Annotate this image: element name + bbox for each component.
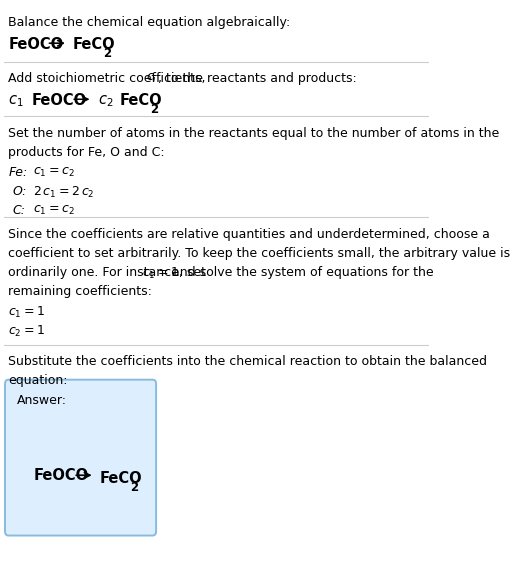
Text: $c_1 = 1$: $c_1 = 1$ [142,266,179,281]
Text: , to the reactants and products:: , to the reactants and products: [158,73,357,86]
Text: coefficient to set arbitrarily. To keep the coefficients small, the arbitrary va: coefficient to set arbitrarily. To keep … [8,247,510,260]
Text: Substitute the coefficients into the chemical reaction to obtain the balanced: Substitute the coefficients into the che… [8,355,487,368]
Text: equation:: equation: [8,374,68,387]
FancyBboxPatch shape [5,379,156,535]
Text: FeOCO: FeOCO [34,468,89,482]
Text: ordinarily one. For instance, set: ordinarily one. For instance, set [8,266,211,279]
Text: $c_i$: $c_i$ [147,73,158,86]
Text: 2: 2 [130,481,139,494]
Text: Since the coefficients are relative quantities and underdetermined, choose a: Since the coefficients are relative quan… [8,228,490,242]
Text: products for Fe, O and C:: products for Fe, O and C: [8,146,165,159]
Text: C:: C: [13,204,25,217]
Text: Add stoichiometric coefficients,: Add stoichiometric coefficients, [8,73,210,86]
Text: O:: O: [13,185,27,198]
Text: $c_2 = 1$: $c_2 = 1$ [8,324,45,338]
Text: 2: 2 [150,103,158,116]
Text: Answer:: Answer: [17,394,67,407]
Text: Set the number of atoms in the reactants equal to the number of atoms in the: Set the number of atoms in the reactants… [8,127,500,140]
Text: Balance the chemical equation algebraically:: Balance the chemical equation algebraica… [8,16,290,29]
Text: remaining coefficients:: remaining coefficients: [8,285,152,298]
Text: $c_2$: $c_2$ [97,93,113,109]
Text: 2: 2 [103,47,111,60]
Text: FeCO: FeCO [99,471,142,486]
Text: $2\,c_1 = 2\,c_2$: $2\,c_1 = 2\,c_2$ [33,185,94,200]
Text: FeOCO: FeOCO [32,93,87,108]
Text: FeOCO: FeOCO [8,37,63,52]
Text: $c_1 = c_2$: $c_1 = c_2$ [33,166,74,179]
Text: $c_1$: $c_1$ [8,93,24,109]
Text: $c_1 = c_2$: $c_1 = c_2$ [33,204,74,217]
Text: Fe:: Fe: [8,166,28,179]
Text: and solve the system of equations for the: and solve the system of equations for th… [168,266,433,279]
Text: FeCO: FeCO [73,37,115,52]
Text: FeCO: FeCO [120,93,162,108]
Text: $c_1 = 1$: $c_1 = 1$ [8,305,45,320]
